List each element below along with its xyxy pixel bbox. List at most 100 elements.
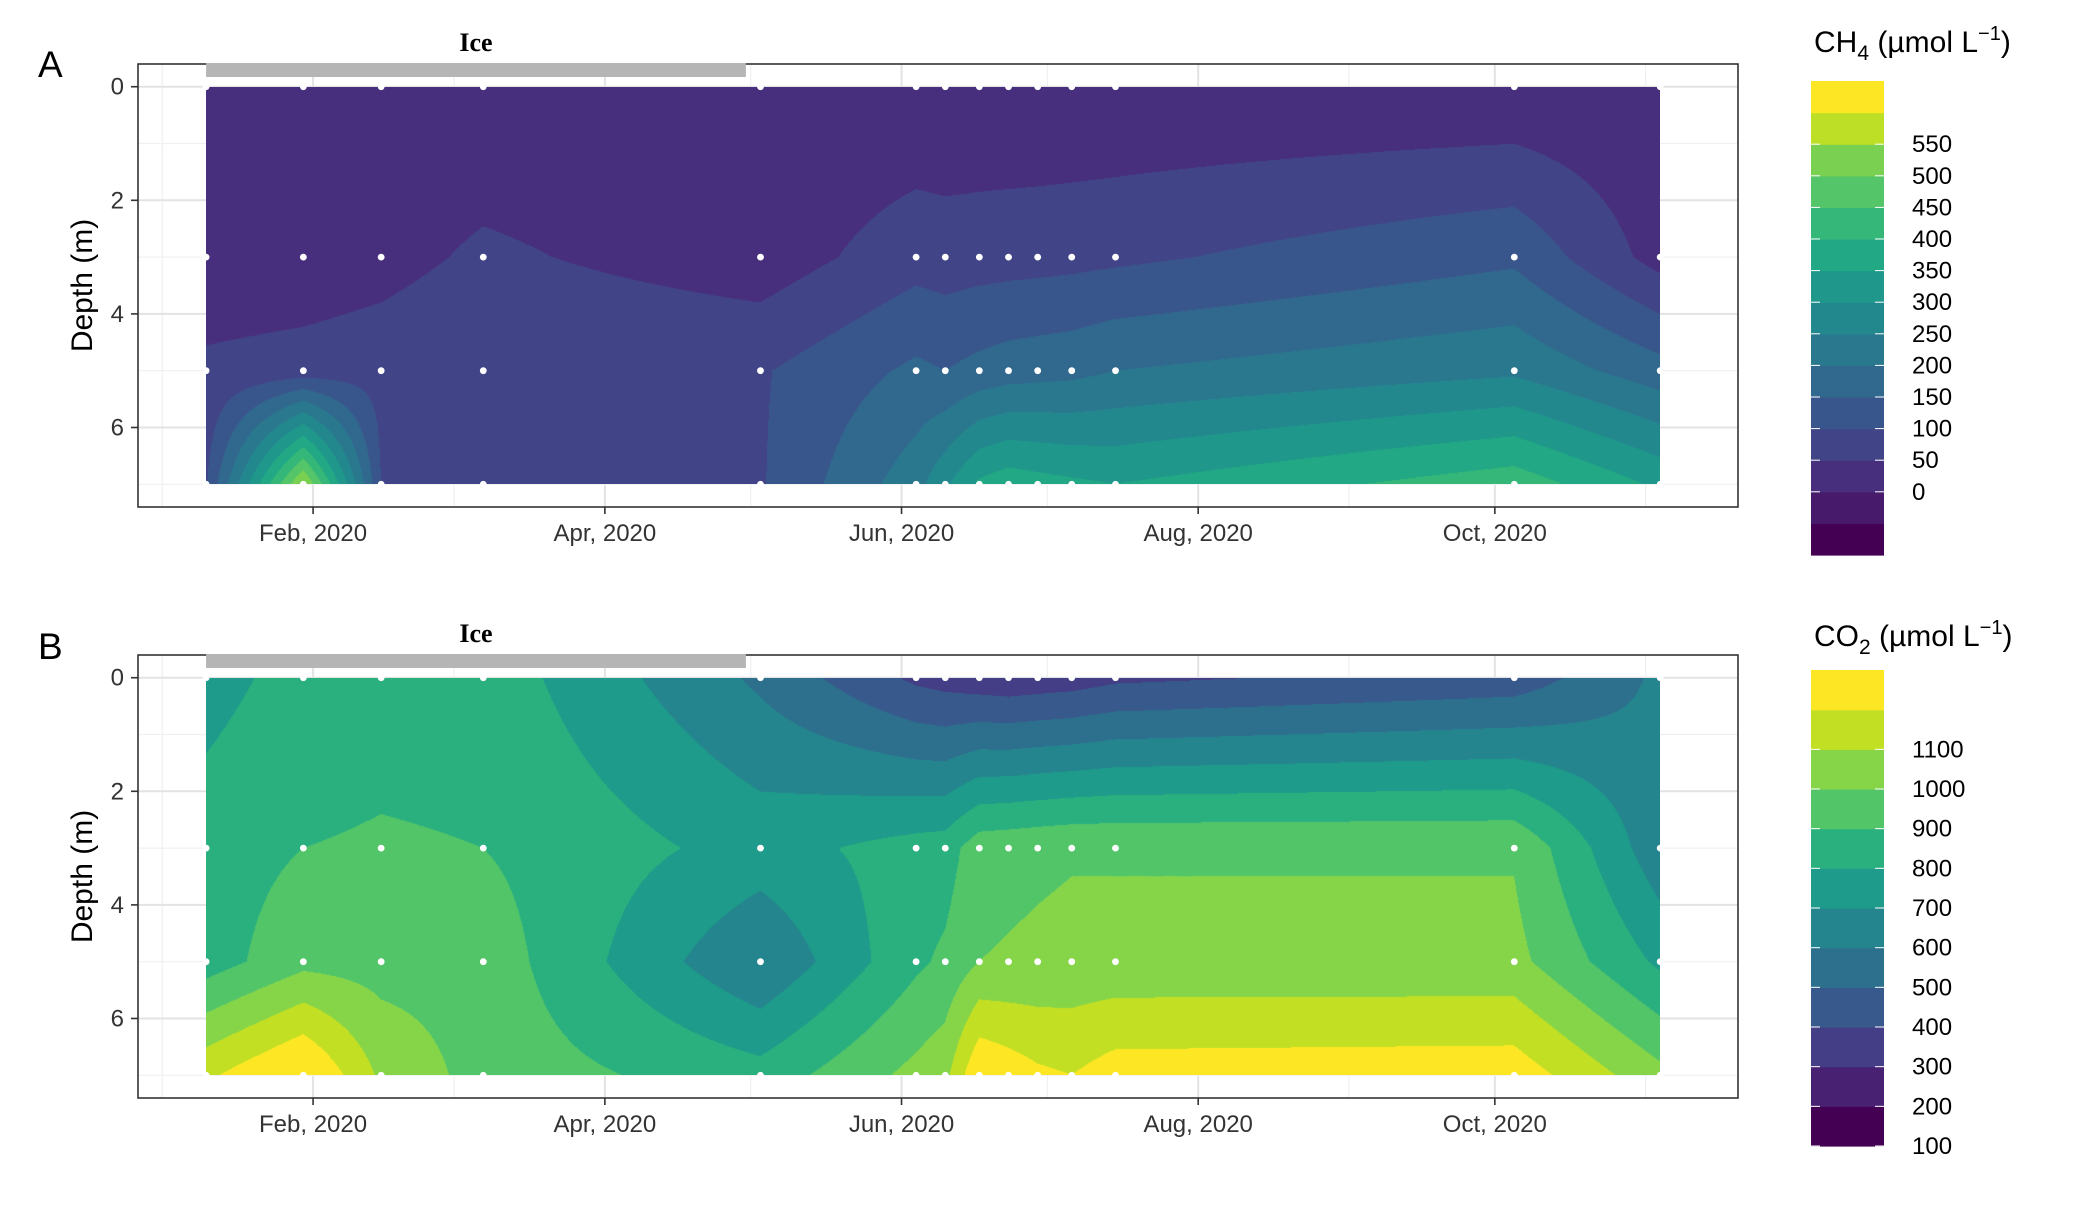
legend-tick-label: 450 — [1912, 194, 1952, 221]
sample-point — [479, 367, 487, 375]
legend-swatch — [1811, 397, 1884, 430]
sample-point — [1068, 958, 1076, 966]
ice-cover-bar — [206, 654, 746, 668]
sample-point — [1005, 367, 1012, 375]
contour-field — [206, 87, 1660, 484]
sample-point — [1510, 83, 1518, 91]
sample-point — [1656, 844, 1664, 852]
sample-point — [1068, 844, 1076, 852]
x-tick-label: Apr, 2020 — [553, 1111, 656, 1138]
legend-title-subscript: 4 — [1857, 42, 1869, 65]
ice-cover-bar — [206, 63, 746, 77]
legend-tick-label: 250 — [1912, 321, 1952, 348]
legend-swatch — [1811, 491, 1884, 524]
y-tick-label: 6 — [111, 414, 124, 441]
sample-point — [299, 480, 307, 488]
sample-point — [1510, 844, 1518, 852]
sample-point — [377, 480, 385, 488]
sample-point — [1034, 1071, 1042, 1079]
sample-point — [1510, 1071, 1518, 1079]
x-tick-label: Aug, 2020 — [1143, 520, 1252, 547]
y-axis-title: Depth (m) — [66, 219, 99, 352]
sample-point — [1112, 674, 1119, 682]
sample-point — [1068, 367, 1076, 375]
legend-swatch — [1811, 175, 1884, 208]
sample-point — [1112, 958, 1119, 966]
x-tick-label: Jun, 2020 — [849, 520, 954, 547]
legend-swatch — [1811, 828, 1884, 869]
sample-point — [1034, 480, 1042, 488]
sample-point — [377, 844, 385, 852]
sample-point — [1034, 958, 1042, 966]
legend-swatch — [1811, 908, 1884, 949]
legend-swatch — [1811, 365, 1884, 398]
sample-point — [1005, 958, 1012, 966]
sample-point — [1005, 844, 1012, 852]
legend-tick-label: 300 — [1912, 289, 1952, 316]
legend-title-main: CH — [1814, 26, 1857, 59]
sample-point — [1656, 958, 1664, 966]
sample-point — [941, 958, 949, 966]
legend-swatch — [1811, 1027, 1884, 1068]
legend-tick-label: 100 — [1912, 1133, 1952, 1160]
sample-point — [377, 83, 385, 91]
legend-tick-label: 200 — [1912, 352, 1952, 379]
sample-point — [1034, 253, 1042, 261]
sample-point — [202, 480, 210, 488]
sample-point — [299, 844, 307, 852]
sample-point — [912, 958, 920, 966]
sample-point — [941, 480, 949, 488]
legend-tick-label: 1100 — [1912, 736, 1964, 763]
sample-point — [975, 958, 983, 966]
sample-point — [975, 480, 983, 488]
legend-swatch — [1811, 239, 1884, 272]
sample-point — [299, 367, 307, 375]
legend-swatch — [1811, 749, 1884, 790]
sample-point — [975, 844, 983, 852]
sample-point — [941, 1071, 949, 1079]
legend-tick-label: 1000 — [1912, 776, 1965, 803]
legend-title-subscript: 2 — [1859, 636, 1871, 659]
sample-points — [202, 83, 1664, 488]
sample-point — [1034, 83, 1042, 91]
sample-point — [1656, 674, 1664, 682]
y-tick-label: 0 — [111, 665, 124, 692]
legend-tick-label: 0 — [1912, 479, 1925, 506]
sample-point — [479, 480, 487, 488]
legend-tick-label: 800 — [1912, 855, 1952, 882]
legend-swatch — [1811, 709, 1884, 750]
sample-point — [1656, 253, 1664, 261]
sample-point — [912, 674, 920, 682]
legend-swatch — [1811, 144, 1884, 177]
sample-point — [299, 674, 307, 682]
legend-tick-label: 150 — [1912, 384, 1952, 411]
sample-point — [1112, 844, 1119, 852]
legend-title: CH4 (µmol L−1) — [1814, 23, 2011, 65]
sample-point — [975, 1071, 983, 1079]
sample-point — [912, 1071, 920, 1079]
y-tick-label: 6 — [111, 1005, 124, 1032]
sample-point — [479, 1071, 487, 1079]
x-tick-label: Aug, 2020 — [1143, 1111, 1252, 1138]
sample-point — [757, 253, 764, 261]
legend-title-close: ) — [2001, 26, 2011, 59]
panel-border — [137, 654, 1739, 1099]
sample-point — [1112, 83, 1119, 91]
sample-point — [941, 367, 949, 375]
legend-swatch — [1811, 428, 1884, 461]
sample-point — [1068, 480, 1076, 488]
sample-point — [299, 83, 307, 91]
sample-point — [1034, 844, 1042, 852]
sample-point — [1068, 83, 1076, 91]
legend-tick-label: 300 — [1912, 1054, 1952, 1081]
contour-field — [206, 678, 1660, 1075]
sample-point — [202, 844, 210, 852]
sample-point — [912, 83, 920, 91]
sample-point — [912, 844, 920, 852]
sample-point — [1068, 674, 1076, 682]
panel-border — [137, 63, 1739, 508]
sample-point — [1656, 367, 1664, 375]
x-tick-label: Oct, 2020 — [1443, 1111, 1547, 1138]
x-tick-label: Jun, 2020 — [849, 1111, 954, 1138]
